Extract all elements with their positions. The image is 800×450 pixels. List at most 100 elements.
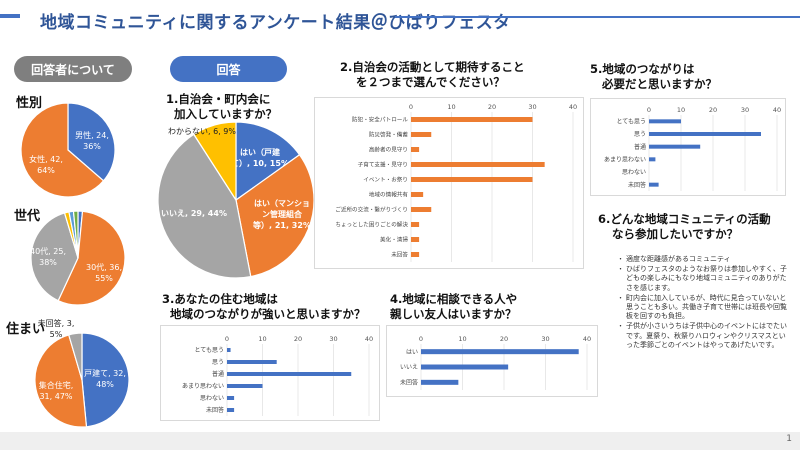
q4-category-label: 未回答 [400,379,418,387]
q2-bar-chart: 0 10 20 30 40 防犯・安全パトロール防災啓発・備蓄高齢者の見守り子育て支援・見… [314,97,584,269]
q3-category-label: とても思う [194,347,224,354]
q4-tick-label: 10 [458,335,466,343]
q4-category-label: はい [406,349,418,356]
q5-tick-label: 0 [647,106,651,114]
housing-label: 住まい [6,322,46,337]
q2-title: 2.自治会の活動として期待すること を２つまで選んでください？ [340,60,525,90]
q1-title-line1: 1.自治会・町内会に [166,92,271,106]
q3-title: 3.あなたの住む地域は 地域のつながりが強いと思いますか？ [162,292,366,322]
q1-slice [235,153,315,278]
q4-bar [421,349,579,355]
gender-slice-label: 36% [83,142,101,151]
housing-slice-label: 戸建て, 32, [84,368,126,378]
q4-bar [421,364,509,370]
q5-tick-label: 20 [709,106,717,114]
q5-category-label: あまり思わない [604,157,646,164]
gender-label: 性別 [16,96,43,111]
q5-tick-label: 10 [677,106,685,114]
gender-slice-label: 女性, 42, [29,154,63,164]
age-slice-label: 55% [95,274,113,283]
q2-tick-label: 40 [569,103,577,111]
age-pie-chart: 30代, 36, 55% 40代, 25, 38% [30,210,126,306]
q2-category-label: 高齢者の見守り [369,146,408,154]
q2-tick-label: 20 [488,103,496,111]
q5-category-label: 普通 [634,143,646,151]
housing-slice-label: 未回答, 3, [38,318,75,328]
q3-tick-label: 20 [294,335,302,343]
q1-slice-label: わからない, 6, 9% [168,127,236,136]
q1-title: 1.自治会・町内会に 加入していますか？ [166,92,277,122]
q5-title-line1: 5.地域のつながりは [590,62,695,76]
age-slice-label: 40代, 25, [30,246,66,256]
q6-answer-item: 子供が小さいうちは子供中心のイベントにはでたいです。夏祭り、秋祭りハロウィンやク… [617,322,792,350]
q2-category-label: 美化・清掃 [380,236,408,244]
answers-pill: 回答 [170,56,287,82]
q4-tick-label: 0 [419,335,423,343]
q1-slice-label: ン管理組合 [262,209,303,219]
q3-bar [227,408,235,412]
q2-title-line2: を２つまで選んでください？ [356,75,505,89]
q3-tick-label: 0 [225,335,229,343]
q6-title: 6.どんな地域コミュニティの活動 なら参加したいですか？ [598,212,771,242]
q3-category-label: 未回答 [206,406,224,414]
q2-category-label: イベント・お祭り [363,176,408,184]
q5-tick-label: 30 [741,106,749,114]
q3-bar [227,348,231,352]
q6-answer-item: ひばりフェスタのようなお祭りは参加しやすく、子どもの楽しみにもなり地域コミュニテ… [617,265,792,293]
q2-bar [411,237,420,242]
q1-slice-label: 等）, 21, 32% [252,220,311,230]
q3-title-line2: 地域のつながりが強いと思いますか？ [170,307,366,321]
gender-pie-chart: 男性, 24, 36% 女性, 42, 64% [20,102,116,198]
q2-bar [411,177,533,182]
q5-title: 5.地域のつながりは 必要だと思いますか？ [590,62,717,92]
q1-slice-label: はい（マンショ [254,198,310,208]
q2-bar [411,222,420,227]
q3-category-label: 思う [212,359,224,366]
q4-bar [421,379,459,385]
housing-slice [68,332,83,381]
age-slice [57,210,126,306]
q2-category-label: 未回答 [391,251,408,259]
q2-bar [411,207,432,212]
q5-bar [649,157,656,162]
age-slice [72,210,79,259]
q5-title-line2: 必要だと思いますか？ [602,77,717,91]
q3-tick-label: 40 [365,335,373,343]
housing-slice-label: 31, 47% [39,392,72,401]
q2-category-label: ちょっとした困りごとの解決 [335,221,408,229]
age-slice-label: 38% [39,258,57,267]
q5-category-label: とても思う [616,119,646,126]
q4-tick-label: 30 [541,335,549,343]
q5-bar [649,182,659,187]
respondents-pill: 回答者について [14,56,132,82]
q2-category-label: 地域の情報共有 [369,191,409,199]
q1-slice-label: て）, 10, 15% [231,158,289,168]
q4-tick-label: 20 [500,335,508,343]
q6-title-line2: なら参加したいですか？ [612,227,739,241]
age-label: 世代 [14,209,41,224]
q3-title-line1: 3.あなたの住む地域は [162,292,278,306]
q2-bar [411,192,424,197]
title-underline [395,16,800,18]
q2-category-label: 子育て支援・見守り [358,161,408,169]
q2-bar [411,132,432,137]
q6-answer-item: 町内会に加入しているが、時代に見合っていないと思うことも多い。共働き子育て世帯に… [617,294,792,322]
q2-category-label: 防犯・安全パトロール [352,116,409,124]
q1-slice [235,121,301,202]
q5-category-label: 思わない [622,169,646,176]
q5-bar [649,119,681,124]
footer-bar [0,432,800,450]
q5-bar [649,132,761,136]
q6-answer-list: 適度な距離感があるコミュニティ ひばりフェスタのようなお祭りは参加しやすく、子ど… [617,255,792,351]
q2-bar [411,252,420,257]
q3-bar [227,384,263,388]
housing-pie-chart: 戸建て, 32, 48% 集合住宅, 31, 47% 未回答, 3, 5% [34,318,130,428]
page-title: 地域コミュニティに関するアンケート結果＠ひばりフェスタ [40,13,511,33]
q5-bar [649,144,701,149]
q2-category-label: ご近所の交流・繋がりづくり [335,206,408,214]
housing-slice [34,334,88,428]
q5-category-label: 思う [634,131,646,138]
